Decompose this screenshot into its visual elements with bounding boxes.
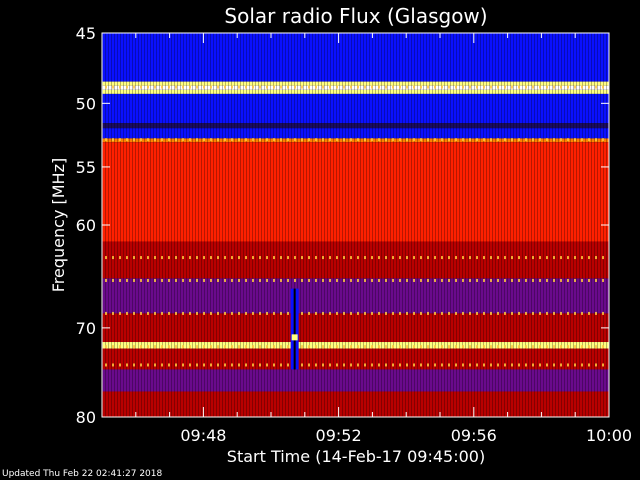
y-tick-label-3: 60: [76, 216, 96, 235]
y-axis-label: Frequency [MHz]: [49, 158, 68, 292]
noise-stripes: [102, 33, 609, 417]
burst-hotspot: [291, 334, 298, 341]
line-feature-6: [102, 363, 609, 367]
y-tick-label-5: 80: [76, 408, 96, 427]
line-feature-2: [102, 256, 609, 260]
line-feature-0: [102, 85, 609, 89]
y-tick-label-2: 55: [76, 158, 96, 177]
y-axis: 45 50 55 60 70 80: [76, 24, 609, 427]
x-axis: 09:48 09:52 09:56 10:00: [135, 33, 632, 445]
x-tick-label-0: 09:48: [180, 426, 226, 445]
line-feature-5: [102, 345, 609, 349]
plot-area: [101, 32, 610, 418]
y-tick-label-0: 45: [76, 24, 96, 43]
y-tick-label-4: 70: [76, 319, 96, 338]
line-feature-1: [102, 138, 609, 142]
line-feature-4: [102, 311, 609, 315]
y-tick-label-1: 50: [76, 94, 96, 113]
update-timestamp: Updated Thu Feb 22 02:41:27 2018: [2, 469, 163, 479]
x-tick-label-3: 10:00: [586, 426, 632, 445]
line-feature-3: [102, 278, 609, 282]
chart-title: Solar radio Flux (Glasgow): [224, 4, 487, 28]
line-features: [102, 85, 609, 370]
x-axis-label: Start Time (14-Feb-17 09:45:00): [227, 447, 485, 466]
x-tick-label-2: 09:56: [451, 426, 497, 445]
burst-core: [293, 288, 296, 370]
x-tick-label-1: 09:52: [316, 426, 362, 445]
